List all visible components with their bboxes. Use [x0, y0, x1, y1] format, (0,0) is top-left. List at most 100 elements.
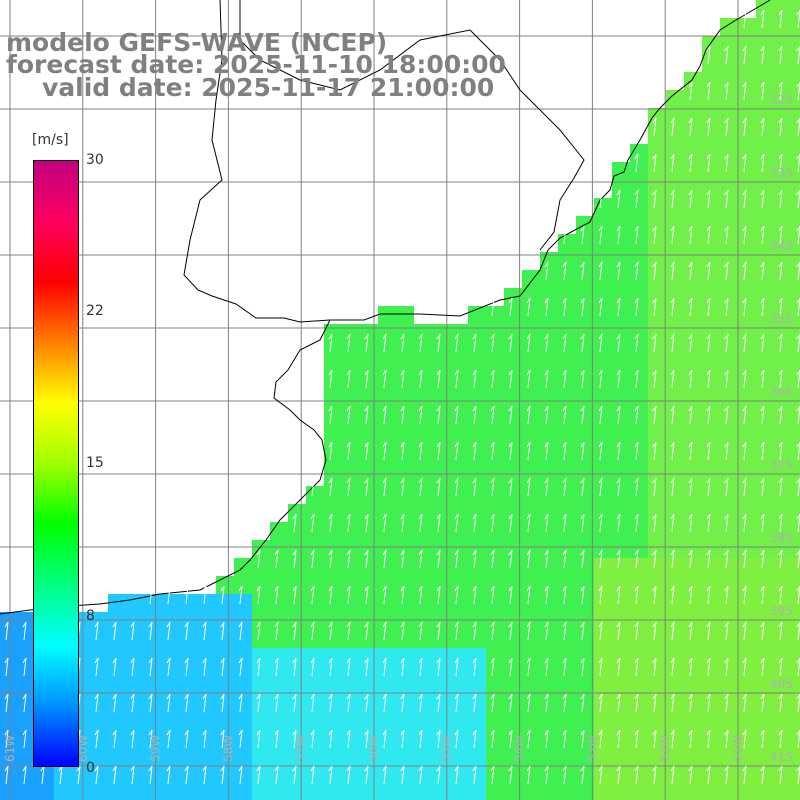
wind-arrow	[743, 189, 747, 209]
wind-arrow	[491, 441, 495, 461]
wind-arrow	[311, 477, 315, 497]
wind-arrow-head	[724, 477, 729, 484]
lon-label: 54W	[513, 735, 527, 762]
wind-arrow	[743, 405, 747, 425]
wind-cell	[630, 288, 648, 306]
wind-cell	[468, 702, 486, 720]
wind-cell	[414, 774, 432, 792]
wind-cell	[702, 72, 720, 90]
wind-cell	[90, 774, 108, 792]
wind-arrow-head	[652, 585, 657, 592]
wind-cell	[738, 576, 756, 594]
wind-arrow-head	[742, 45, 747, 52]
wind-arrow	[257, 693, 261, 713]
wind-cell	[792, 360, 800, 378]
wind-cell	[738, 288, 756, 306]
wind-arrow	[653, 369, 657, 389]
wind-arrow	[545, 261, 549, 281]
wind-cell	[324, 738, 342, 756]
wind-arrow-head	[634, 585, 639, 592]
wind-arrow-head	[4, 657, 9, 664]
wind-cell	[720, 450, 738, 468]
wind-arrow-head	[580, 333, 585, 340]
wind-arrow-head	[724, 81, 729, 88]
wind-arrow-head	[436, 405, 441, 412]
wind-cell	[198, 774, 216, 792]
wind-cell	[558, 396, 576, 414]
wind-cell	[162, 630, 180, 648]
wind-cell	[360, 414, 378, 432]
wind-arrow-head	[508, 729, 513, 736]
wind-arrow	[761, 441, 765, 461]
wind-arrow-head	[184, 657, 189, 664]
wind-arrow	[401, 333, 405, 353]
wind-cell	[252, 594, 270, 612]
wind-arrow-head	[400, 441, 405, 448]
wind-cell	[720, 396, 738, 414]
wind-cell	[486, 414, 504, 432]
wind-arrow-head	[652, 153, 657, 160]
wind-arrow-head	[778, 729, 783, 736]
wind-cell	[270, 720, 288, 738]
wind-cell	[684, 648, 702, 666]
wind-arrow-head	[256, 765, 261, 772]
wind-arrow-head	[436, 549, 441, 556]
wind-arrow	[761, 9, 765, 29]
wind-cell	[540, 468, 558, 486]
wind-cell	[324, 756, 342, 774]
colorbar-tick-22: 22	[86, 303, 104, 319]
wind-cell	[576, 324, 594, 342]
wind-arrow-head	[292, 693, 297, 700]
wind-arrow	[329, 333, 333, 353]
wind-arrow	[527, 333, 531, 353]
wind-cell	[558, 702, 576, 720]
wind-arrow	[761, 333, 765, 353]
wind-arrow-head	[400, 477, 405, 484]
wind-arrow	[473, 585, 477, 605]
wind-arrow-head	[634, 153, 639, 160]
wind-cell	[738, 360, 756, 378]
wind-arrow	[743, 45, 747, 65]
wind-arrow-head	[472, 585, 477, 592]
wind-arrow-head	[346, 513, 351, 520]
wind-arrow	[599, 369, 603, 389]
wind-arrow	[761, 405, 765, 425]
wind-cell	[756, 180, 774, 198]
wind-arrow-head	[742, 621, 747, 628]
wind-arrow-head	[382, 693, 387, 700]
wind-cell	[666, 504, 684, 522]
wind-cell	[792, 144, 800, 162]
wind-arrow	[653, 585, 657, 605]
wind-arrow-head	[760, 9, 765, 16]
wind-arrow-head	[760, 81, 765, 88]
wind-arrow-head	[778, 657, 783, 664]
wind-cell	[432, 648, 450, 666]
wind-cell	[504, 450, 522, 468]
wind-arrow	[743, 225, 747, 245]
wind-cell	[630, 432, 648, 450]
lon-label: 57W	[294, 735, 308, 762]
wind-cell	[774, 54, 792, 72]
wind-cell	[252, 576, 270, 594]
wind-arrow-head	[634, 765, 639, 772]
wind-cell	[450, 342, 468, 360]
wind-cell	[450, 630, 468, 648]
wind-arrow	[761, 297, 765, 317]
wind-arrow	[293, 585, 297, 605]
wind-cell	[288, 702, 306, 720]
wind-cell	[342, 612, 360, 630]
wind-arrow	[113, 729, 117, 749]
wind-cell	[774, 720, 792, 738]
wind-cell	[522, 468, 540, 486]
wind-cell	[756, 720, 774, 738]
wind-arrow	[221, 729, 225, 749]
wind-cell	[558, 594, 576, 612]
wind-arrow	[239, 621, 243, 641]
wind-arrow	[779, 549, 783, 569]
wind-arrow-head	[148, 693, 153, 700]
wind-arrow-head	[670, 729, 675, 736]
wind-cell	[684, 180, 702, 198]
wind-arrow-head	[220, 657, 225, 664]
wind-cell	[792, 0, 800, 18]
wind-arrow	[653, 405, 657, 425]
